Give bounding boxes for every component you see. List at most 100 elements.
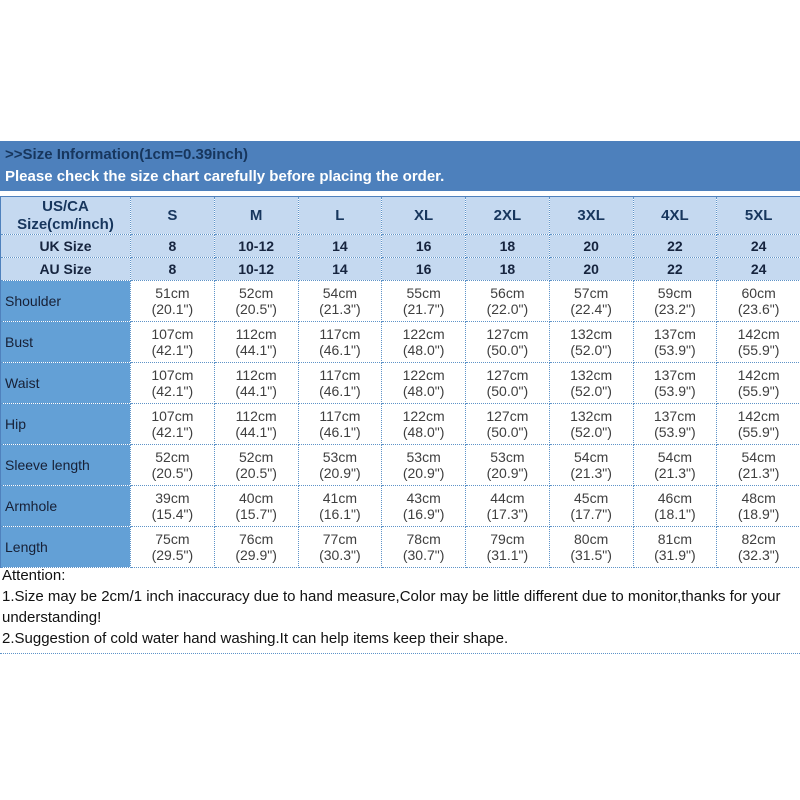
measurement-row: Sleeve length 52cm (20.5") 52cm (20.5") 53cm(… (0, 444, 800, 486)
measurement-cm: 81cm (657, 531, 692, 547)
measurement-inch: (20.9") (486, 465, 529, 481)
size-info-banner: >>Size Information(1cm=0.39inch) Please … (0, 141, 800, 191)
measurement-inch: (55.9") (737, 424, 780, 440)
measurement-cm: 77cm (322, 531, 357, 547)
measurement-inch: (16.1") (319, 506, 361, 522)
measurement-cm: 137cm (653, 367, 696, 383)
measurement-inch: (48.0") (402, 383, 445, 399)
measurement-cm: 107cm (151, 326, 194, 342)
measurement-inch: (48.0") (402, 342, 445, 358)
measurement-inch: (21.3") (654, 465, 696, 481)
measurement-cell: 55cm (21.7") (381, 280, 466, 322)
size-column-header: 2XL (465, 196, 550, 235)
measurement-cm: 79cm (490, 531, 525, 547)
measurement-inch: (18.1") (654, 506, 696, 522)
measurement-cell: 107cm (42.1") (130, 321, 215, 363)
size-column-header: 3XL (549, 196, 634, 235)
measurement-inch: (52.0") (570, 383, 612, 399)
row-label: Armhole (0, 485, 131, 527)
measurement-cm: 107cm (151, 367, 194, 383)
measurement-cell: 60cm (23.6") (716, 280, 800, 322)
size-chart-table-body: US/CA Size(cm/inch) S M L XL 2XL 3XL 4XL 5XL UK Si… (0, 196, 800, 568)
corner-line-1: US/CA (42, 197, 89, 215)
row-label: Shoulder (0, 280, 131, 322)
measurement-inch: (53.9") (654, 383, 696, 399)
measurement-cell: 44cm (17.3") (465, 485, 550, 527)
measurement-cell: 122cm (48.0") (381, 362, 466, 404)
measurement-cm: 56cm (490, 285, 525, 301)
measurement-inch: (52.0") (570, 342, 612, 358)
conversion-cell: 10-12 (214, 234, 299, 258)
size-header-row: US/CA Size(cm/inch) S M L XL 2XL 3XL 4XL 5XL (0, 196, 800, 235)
measurement-inch: (42.1") (151, 342, 194, 358)
measurement-cm: 54cm (657, 449, 692, 465)
measurement-cm: 117cm (319, 367, 361, 383)
bottom-dotted-separator (0, 653, 800, 654)
measurement-cm: 52cm (239, 285, 274, 301)
measurement-cell: 81cm (31.9") (633, 526, 718, 568)
measurement-cm: 117cm (319, 408, 361, 424)
measurement-cell: 137cm (53.9") (633, 403, 718, 445)
measurement-cell: 127cm (50.0") (465, 403, 550, 445)
measurement-inch: (23.6") (737, 301, 780, 317)
measurement-cm: 132cm (570, 367, 613, 383)
measurement-cm: 76cm (239, 531, 274, 547)
measurement-cm: 132cm (570, 326, 613, 342)
measurement-cell: 107cm (42.1") (130, 362, 215, 404)
measurement-inch: (31.5") (570, 547, 612, 563)
measurement-cell: 80cm (31.5") (549, 526, 634, 568)
attention-line: Attention: (2, 567, 66, 584)
row-label: Waist (0, 362, 131, 404)
measurement-inch: (23.2") (654, 301, 696, 317)
conversion-cell: 14 (298, 257, 383, 281)
measurement-inch: (30.3") (319, 547, 361, 563)
measurement-cell: 45cm (17.7") (549, 485, 634, 527)
corner-header-cell: US/CA Size(cm/inch) (0, 196, 131, 235)
measurement-cm: 112cm (235, 367, 277, 383)
measurement-cell: 52cm (20.5") (130, 444, 215, 486)
measurement-inch: (55.9") (737, 342, 780, 358)
row-label: UK Size (0, 234, 131, 258)
measurement-cm: 137cm (653, 408, 696, 424)
measurement-inch: (44.1") (235, 342, 277, 358)
conversion-cell: 20 (549, 257, 634, 281)
measurement-cell: 117cm (46.1") (298, 321, 383, 363)
measurement-inch: (46.1") (319, 383, 361, 399)
measurement-cm: 132cm (570, 408, 613, 424)
measurement-inch: (21.3") (737, 465, 780, 481)
row-label: Hip (0, 403, 131, 445)
measurement-cm: 82cm (741, 531, 776, 547)
size-column-header: L (298, 196, 383, 235)
measurement-inch: (15.7") (235, 506, 277, 522)
measurement-cell: 137cm (53.9") (633, 321, 718, 363)
measurement-cm: 54cm (574, 449, 609, 465)
attention-line: 2.Suggestion of cold water hand washing.… (2, 630, 509, 647)
measurement-inch: (53.9") (654, 342, 696, 358)
measurement-cell: 56cm (22.0") (465, 280, 550, 322)
measurement-inch: (20.5") (235, 301, 277, 317)
row-label: Length (0, 526, 131, 568)
measurement-cell: 107cm (42.1") (130, 403, 215, 445)
conversion-cell: 18 (465, 234, 550, 258)
banner-title: >>Size Information(1cm=0.39inch) (5, 146, 248, 163)
measurement-cell: 112cm (44.1") (214, 403, 299, 445)
measurement-inch: (48.0") (402, 424, 445, 440)
measurement-cm: 60cm (741, 285, 776, 301)
measurement-cm: 107cm (151, 408, 194, 424)
measurement-row: Waist 107cm (42.1") 112cm (44.1") 117cm (46.1"… (0, 362, 800, 404)
measurement-inch: (22.0") (486, 301, 529, 317)
measurement-cm: 39cm (155, 490, 190, 506)
measurement-inch: (21.7") (402, 301, 445, 317)
row-label: AU Size (0, 257, 131, 281)
measurement-cm: 53cm (322, 449, 357, 465)
row-label: Sleeve length (0, 444, 131, 486)
conversion-cell: 20 (549, 234, 634, 258)
measurement-cm: 46cm (657, 490, 692, 506)
measurement-cell: 137cm (53.9") (633, 362, 718, 404)
conversion-cell: 24 (716, 257, 800, 281)
measurement-row: Length 75cm (29.5") 76cm (29.9") 77cm (30.3") 7… (0, 526, 800, 568)
measurement-cm: 127cm (486, 408, 529, 424)
measurement-cell: 132cm (52.0") (549, 403, 634, 445)
measurement-cell: 59cm (23.2") (633, 280, 718, 322)
